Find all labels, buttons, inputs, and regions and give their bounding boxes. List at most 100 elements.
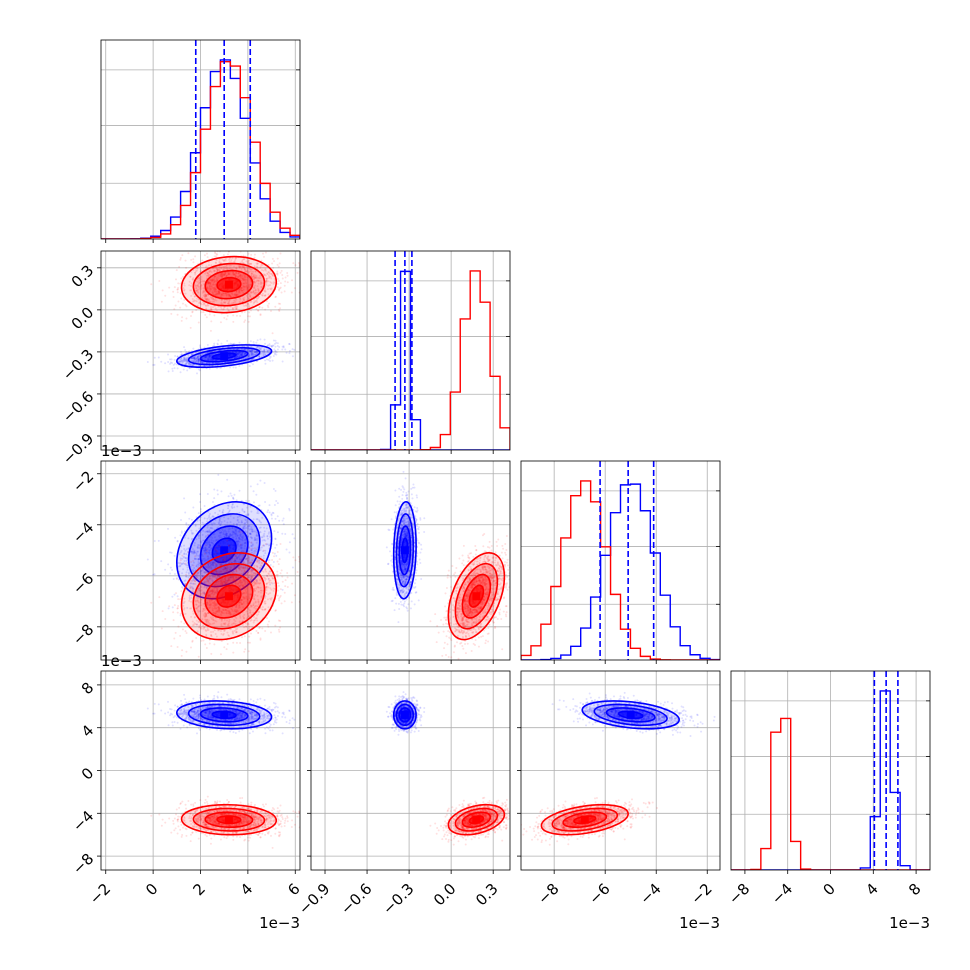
sample-point <box>185 553 188 556</box>
sample-point <box>259 531 262 534</box>
sample-point <box>235 267 238 270</box>
sample-point <box>207 299 210 302</box>
sample-point <box>204 298 207 301</box>
sample-point <box>252 354 255 357</box>
sample-point <box>183 544 186 547</box>
sample-point <box>269 269 272 272</box>
sample-point <box>274 296 277 299</box>
sample-point <box>262 351 265 354</box>
sample-point <box>205 548 208 551</box>
sample-point <box>187 547 190 550</box>
sample-point <box>206 520 209 523</box>
sample-point <box>230 505 233 508</box>
sample-point <box>198 301 201 304</box>
sample-point <box>178 570 181 573</box>
sample-point <box>236 534 239 537</box>
sample-point <box>247 271 250 274</box>
sample-point <box>181 572 184 575</box>
sample-point <box>243 278 246 281</box>
sample-point <box>242 278 245 281</box>
y-tick-label: −0.9 <box>59 430 97 468</box>
sample-point <box>225 265 228 268</box>
sample-point <box>228 257 231 260</box>
sample-point <box>205 294 208 297</box>
sample-point <box>158 280 161 283</box>
sample-point <box>203 302 206 305</box>
sample-point <box>268 570 271 573</box>
sample-point <box>179 360 182 363</box>
sample-point <box>235 294 238 297</box>
sample-point <box>276 282 279 285</box>
sample-point <box>197 571 200 574</box>
sample-point <box>179 534 182 537</box>
sample-point <box>196 355 199 358</box>
sample-point <box>226 539 229 542</box>
panel-body <box>101 251 307 450</box>
sample-point <box>255 275 258 278</box>
sample-point <box>254 537 257 540</box>
sample-point <box>281 274 284 277</box>
sample-point <box>265 280 268 283</box>
sample-point <box>305 341 307 343</box>
sample-point <box>179 360 182 363</box>
sample-point <box>196 519 199 522</box>
sample-point <box>214 511 217 514</box>
sample-point <box>198 547 201 550</box>
sample-point <box>252 349 255 352</box>
sample-point <box>224 582 227 585</box>
sample-point <box>269 275 272 278</box>
sample-point <box>267 358 270 361</box>
sample-point <box>255 350 258 353</box>
sample-point <box>248 576 251 579</box>
sample-point <box>237 567 240 570</box>
sample-point <box>235 560 238 563</box>
sample-point <box>281 575 284 578</box>
sample-point <box>226 504 229 507</box>
sample-point <box>199 589 202 592</box>
sample-point <box>238 511 241 514</box>
sample-point <box>225 568 228 571</box>
sample-point <box>247 261 250 264</box>
sample-point <box>267 306 270 309</box>
sample-point <box>281 348 284 351</box>
sample-point <box>242 527 245 530</box>
sample-point <box>232 641 235 644</box>
sample-point <box>192 357 195 360</box>
sample-point <box>245 587 248 590</box>
sample-point <box>254 538 257 541</box>
sample-point <box>208 274 211 277</box>
sample-point <box>237 567 240 570</box>
sample-point <box>210 589 213 592</box>
sample-point <box>225 532 228 535</box>
sample-point <box>201 361 204 364</box>
sample-point <box>183 356 186 359</box>
sample-point <box>206 526 209 529</box>
sample-point <box>257 295 260 298</box>
sample-point <box>247 293 250 296</box>
sample-point <box>194 270 197 273</box>
sample-point <box>211 290 214 293</box>
sample-point <box>184 579 187 582</box>
sample-point <box>193 299 196 302</box>
sample-point <box>217 473 220 476</box>
sample-point <box>234 560 237 563</box>
sample-point <box>196 545 199 548</box>
sample-point <box>269 535 272 538</box>
sample-point <box>178 358 181 361</box>
sample-point <box>208 543 211 546</box>
sample-point <box>187 252 190 255</box>
sample-point <box>193 356 196 359</box>
sample-point <box>184 349 187 352</box>
sample-point <box>203 356 206 359</box>
sample-point <box>258 306 261 309</box>
sample-point <box>239 274 242 277</box>
sample-point <box>197 605 200 608</box>
sample-point <box>231 506 234 509</box>
sample-point <box>194 285 197 288</box>
sample-point <box>230 576 233 579</box>
sample-point <box>297 555 300 558</box>
sample-point <box>191 356 194 359</box>
sample-point <box>278 345 281 348</box>
sample-point <box>250 545 253 548</box>
sample-point <box>252 275 255 278</box>
